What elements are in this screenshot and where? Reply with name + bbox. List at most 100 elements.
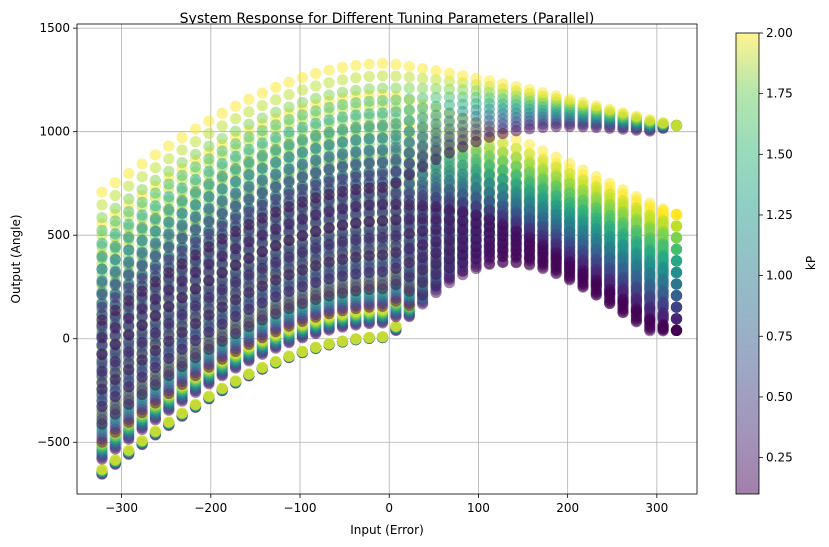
scatter-point	[189, 224, 202, 236]
scatter-point	[670, 255, 683, 267]
scatter-point	[644, 278, 656, 290]
scatter-point	[203, 165, 215, 177]
scatter-point	[136, 303, 148, 315]
scatter-point	[149, 310, 161, 322]
scatter-point	[176, 258, 188, 270]
scatter-point	[176, 407, 188, 419]
scatter-point	[644, 289, 656, 302]
scatter-point	[163, 284, 175, 296]
scatter-point	[189, 291, 202, 303]
scatter-point	[523, 194, 536, 207]
scatter-point	[203, 178, 215, 190]
scatter-point	[96, 212, 108, 224]
scatter-point	[296, 72, 308, 84]
scatter-point	[310, 80, 322, 92]
scatter-point	[230, 259, 242, 271]
scatter-point	[176, 220, 188, 232]
scatter-point	[510, 170, 522, 182]
scatter-point	[256, 187, 268, 199]
scatter-point	[123, 206, 135, 218]
scatter-point	[390, 214, 402, 226]
scatter-point	[203, 283, 215, 295]
scatter-point	[149, 212, 161, 225]
scatter-point	[243, 181, 255, 193]
scatter-point	[310, 225, 322, 238]
scatter-point	[270, 81, 282, 93]
scatter-point	[96, 349, 108, 361]
scatter-point	[604, 230, 616, 242]
scatter-point	[497, 210, 509, 222]
scatter-point	[403, 169, 415, 181]
scatter-point	[123, 269, 135, 281]
scatter-point	[457, 168, 469, 180]
scatter-point	[176, 300, 188, 312]
scatter-point	[283, 234, 295, 246]
scatter-point	[376, 231, 389, 244]
scatter-point	[109, 202, 121, 214]
scatter-point	[617, 184, 629, 196]
scatter-point	[443, 184, 455, 196]
scatter-point	[270, 194, 282, 206]
scatter-point	[96, 357, 108, 369]
scatter-point	[350, 159, 362, 171]
scatter-point	[657, 214, 669, 227]
scatter-point	[149, 149, 161, 161]
scatter-point	[497, 78, 509, 90]
scatter-point	[376, 95, 389, 107]
x-tick-label: −100	[284, 501, 317, 515]
scatter-point	[296, 146, 308, 158]
scatter-point	[109, 241, 121, 253]
scatter-point	[323, 126, 335, 138]
scatter-point	[96, 332, 108, 344]
scatter-point	[323, 188, 335, 200]
scatter-point	[323, 77, 335, 89]
scatter-point	[604, 220, 616, 232]
scatter-point	[417, 92, 429, 104]
scatter-point	[497, 201, 509, 213]
colorbar-label: kP	[804, 256, 818, 270]
scatter-point	[296, 121, 308, 133]
scatter-point	[149, 200, 161, 212]
scatter-point	[163, 241, 175, 253]
scatter-point	[176, 131, 188, 144]
scatter-point	[617, 206, 629, 218]
scatter-point	[96, 250, 108, 262]
scatter-point	[296, 246, 308, 258]
scatter-point	[430, 145, 442, 157]
scatter-point	[430, 181, 442, 194]
scatter-point	[590, 100, 602, 112]
scatter-point	[417, 141, 429, 153]
scatter-point	[577, 194, 589, 206]
scatter-point	[323, 101, 335, 114]
scatter-point	[123, 337, 135, 349]
scatter-point	[336, 161, 349, 173]
scatter-point	[443, 67, 455, 79]
scatter-point	[283, 138, 295, 151]
scatter-point	[564, 236, 576, 248]
scatter-point	[350, 97, 362, 109]
scatter-point	[363, 216, 375, 228]
scatter-point	[510, 225, 522, 237]
scatter-point	[163, 318, 175, 330]
scatter-point	[136, 336, 148, 348]
scatter-point	[336, 236, 349, 248]
x-tick-label: 200	[556, 501, 579, 515]
scatter-point	[136, 273, 148, 285]
scatter-point	[350, 109, 362, 121]
scatter-point	[537, 145, 549, 157]
scatter-point	[149, 318, 161, 330]
x-axis-ticks: −300 −200 −100 0 100 200 300	[105, 494, 668, 515]
scatter-point	[189, 173, 202, 186]
scatter-point	[163, 216, 175, 228]
scatter-point	[230, 100, 242, 112]
scatter-point	[216, 267, 228, 279]
scatter-point	[216, 183, 228, 195]
scatter-point	[96, 289, 108, 301]
scatter-point	[163, 416, 175, 428]
scatter-point	[430, 74, 442, 86]
scatter-point	[149, 293, 161, 305]
scatter-point	[216, 250, 228, 262]
scatter-point	[323, 163, 335, 176]
scatter-point	[417, 112, 429, 124]
scatter-point	[323, 89, 335, 101]
